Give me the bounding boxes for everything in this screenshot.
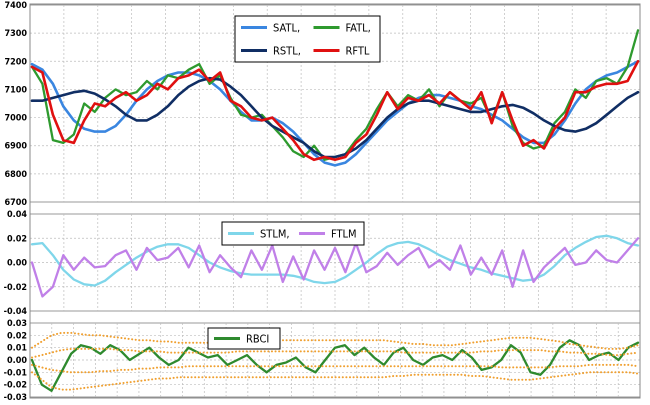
series-line-2-4 [31,371,639,391]
y-tick-label: 0.00 [7,259,27,269]
y-tick-label: 0.04 [7,210,27,220]
y-tick-label: 0.02 [7,331,27,341]
y-tick-label: 7200 [4,57,27,67]
series-line-1-1 [30,237,640,298]
legend-box [234,15,381,63]
legend: SATL, FATL, RSTL, RFTL [234,15,381,63]
y-tick-label: 7400 [4,1,27,11]
series-line-2-0 [30,339,640,392]
legend-entry: SATL, [273,22,300,35]
series-line-0-3 [30,59,640,162]
y-tick-label: 0.03 [7,319,27,329]
legend-entry: FTLM [331,228,357,241]
legend-entry: RBCI [246,333,269,346]
series-line-0-2 [30,76,640,159]
legend: RBCI [207,327,281,350]
legend-entry: STLM, [260,228,290,241]
legend: STLM, FTLM [221,221,365,246]
y-tick-label: -0.02 [4,381,27,391]
legend-entry: FATL, [346,22,371,35]
legend-entry: RSTL, [273,45,301,58]
y-tick-label: 0.00 [7,356,27,366]
outer-frame [29,3,641,399]
legend-entry: RFTL [346,45,370,58]
y-tick-label: 6900 [4,142,27,152]
y-tick-label: 6700 [4,198,27,208]
y-tick-label: 6800 [4,170,27,180]
y-tick-label: 7000 [4,114,27,124]
y-tick-label: 0.01 [7,344,27,354]
y-tick-label: -0.04 [4,307,28,317]
y-tick-label: -0.03 [4,393,27,403]
y-tick-label: -0.02 [4,283,27,293]
legend-box [207,327,281,350]
y-tick-label: 0.02 [7,234,27,244]
y-tick-label: 7300 [4,29,27,39]
series-line-2-1 [31,331,639,350]
rbci-panel: -0.03 -0.02 -0.01 0.00 0.01 0.02 0.03 RBCI [4,319,641,403]
y-tick-label: -0.01 [4,368,28,378]
stlm-ftlm-panel: -0.04 -0.02 0.00 0.02 0.04 STLM, FTLM [4,210,641,317]
y-tick-label: 7100 [4,85,27,95]
price-panel: 6700 6800 6900 7000 7100 7200 7300 7400 SATL, FAT… [4,1,641,208]
legend-box [221,221,365,246]
